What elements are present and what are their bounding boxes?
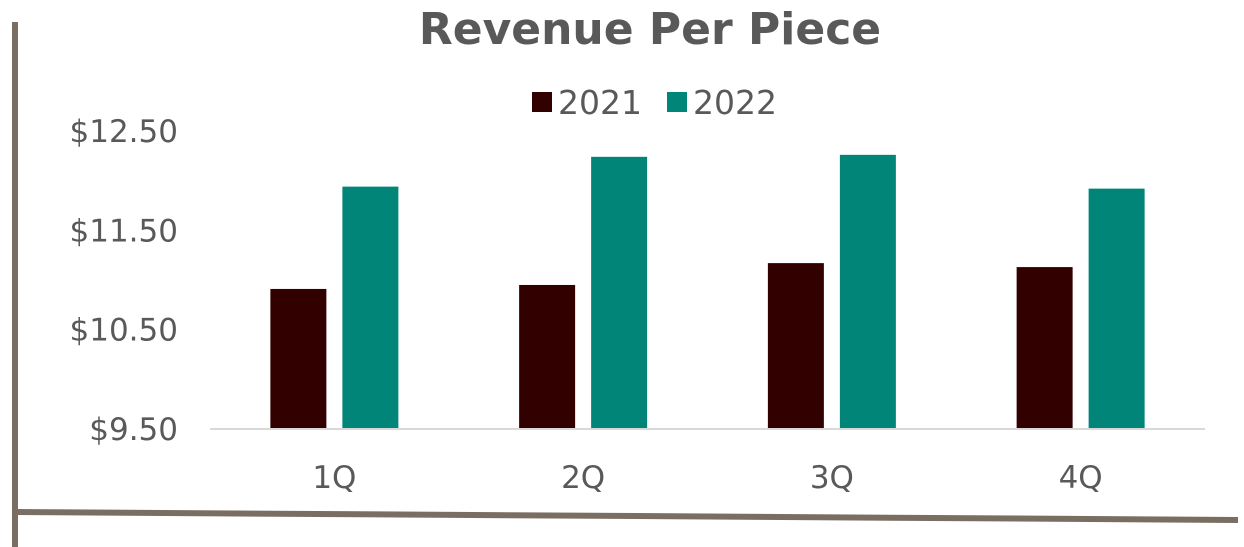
bar-2021-2Q <box>519 284 576 429</box>
x-axis-labels: 1Q 2Q 3Q 4Q <box>312 460 1102 496</box>
bar-2022-3Q <box>839 154 896 429</box>
bar-2021-1Q <box>270 288 327 429</box>
bars <box>270 154 1145 429</box>
bar-2022-4Q <box>1088 188 1145 429</box>
bar-2021-3Q <box>767 263 824 429</box>
legend-label-2021: 2021 <box>558 83 642 122</box>
y-tick-label: $9.50 <box>89 412 178 448</box>
legend-label-2022: 2022 <box>693 83 777 122</box>
y-axis-ticks: $9.50 $10.50 $11.50 $12.50 <box>70 114 178 448</box>
legend: 2021 2022 <box>532 83 777 122</box>
y-tick-label: $10.50 <box>70 313 178 349</box>
x-tick-label: 1Q <box>312 460 356 496</box>
x-tick-label: 3Q <box>810 460 854 496</box>
y-tick-label: $12.50 <box>70 114 178 150</box>
legend-swatch-2022 <box>667 92 687 112</box>
x-tick-label: 4Q <box>1059 460 1103 496</box>
frame-bottom-line <box>14 509 1239 523</box>
legend-swatch-2021 <box>532 92 552 112</box>
bar-2021-4Q <box>1016 267 1073 429</box>
bar-2022-1Q <box>342 186 399 429</box>
chart-title: Revenue Per Piece <box>419 4 881 55</box>
x-tick-label: 2Q <box>561 460 605 496</box>
bar-2022-2Q <box>591 156 648 429</box>
y-tick-label: $11.50 <box>70 213 178 249</box>
